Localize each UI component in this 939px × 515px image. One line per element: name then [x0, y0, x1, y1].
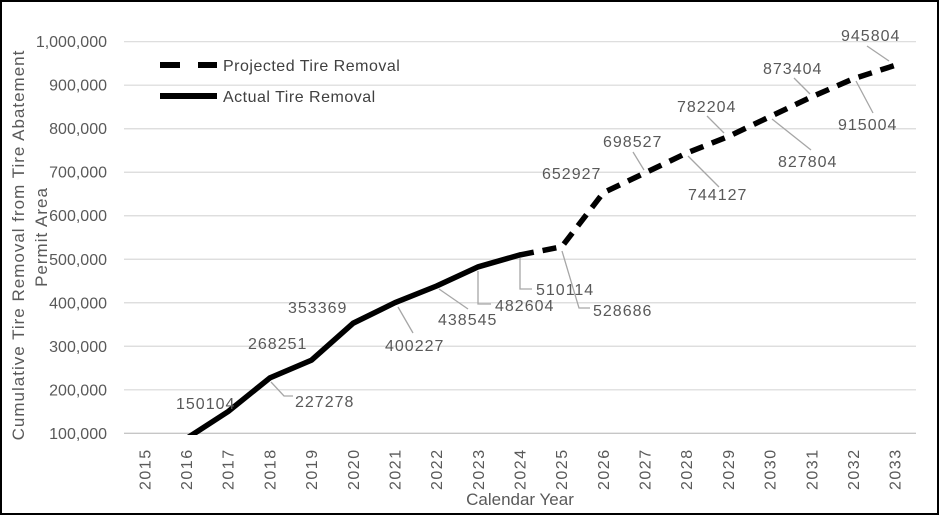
data-label: 945804 [841, 28, 900, 45]
label-leader-line [706, 115, 725, 134]
label-leader-line [855, 80, 874, 114]
data-label: 827804 [778, 154, 837, 171]
projected-line [519, 62, 897, 258]
x-tick-label: 2029 [721, 448, 738, 490]
label-leader-line [866, 45, 890, 62]
legend-label-projected: Projected Tire Removal [223, 58, 400, 75]
y-tick-label: 300,000 [49, 339, 107, 356]
data-label: 227278 [295, 394, 354, 411]
x-tick-label: 2019 [304, 448, 321, 490]
y-axis-title-line1: Cumulative Tire Removal from Tire Abatem… [9, 50, 28, 441]
x-tick-label: 2022 [429, 448, 446, 490]
data-label: 744127 [688, 187, 747, 204]
x-tick-label: 2020 [346, 448, 363, 490]
x-tick-label: 2018 [262, 448, 279, 490]
data-label-callouts: 150104 227278 268251 353369 400227 4385454826… [176, 28, 900, 413]
data-label: 915004 [838, 117, 897, 134]
data-label: 482604 [495, 298, 554, 315]
x-tick-label: 2030 [763, 448, 780, 490]
y-tick-label: 200,000 [49, 382, 107, 399]
x-tick-label: 2031 [804, 448, 821, 490]
legend: Projected Tire Removal Actual Tire Remov… [160, 58, 400, 106]
x-tick-label: 2021 [387, 448, 404, 490]
x-tick-label: 2024 [513, 448, 530, 490]
label-leader-line [397, 306, 414, 334]
legend-label-actual: Actual Tire Removal [223, 89, 376, 106]
data-label: 150104 [176, 396, 235, 413]
y-axis-title-line2: Permit Area [32, 187, 51, 287]
data-label: 698527 [603, 134, 662, 151]
label-leader-line [438, 288, 469, 310]
x-tick-label: 2016 [179, 448, 196, 490]
label-leader-line [477, 271, 491, 305]
actual-line [186, 252, 523, 435]
data-label: 782204 [677, 99, 736, 116]
x-tick-label: 2025 [554, 448, 571, 490]
data-label: 353369 [288, 300, 347, 317]
y-axis-tick-labels: 100,000 200,000 300,000 400,000 500,000 600,0… [36, 34, 107, 443]
y-tick-label: 500,000 [49, 252, 107, 269]
x-tick-label: 2023 [471, 448, 488, 490]
x-tick-label: 2017 [221, 448, 238, 490]
x-tick-label: 2015 [137, 448, 154, 490]
label-leader-line [793, 77, 811, 95]
label-leader-line [561, 250, 590, 309]
data-label: 268251 [248, 336, 307, 353]
x-tick-label: 2027 [638, 448, 655, 490]
y-tick-label: 100,000 [49, 426, 107, 443]
x-tick-label: 2033 [888, 448, 905, 490]
x-tick-label: 2026 [596, 448, 613, 490]
y-tick-label: 600,000 [49, 208, 107, 225]
data-label: 510114 [536, 282, 594, 299]
label-leader-line [270, 381, 293, 397]
y-tick-label: 400,000 [49, 295, 107, 312]
y-tick-label: 900,000 [49, 78, 107, 95]
x-axis-tick-labels: 2015 2016 2017 2018 2019 2020 2021 2022 2023 2024… [137, 448, 904, 490]
label-leader-line [632, 151, 645, 171]
label-leader-line [771, 118, 812, 151]
data-label: 438545 [438, 312, 497, 329]
data-label: 400227 [385, 338, 444, 355]
x-tick-label: 2028 [679, 448, 696, 490]
data-label: 873404 [763, 61, 822, 78]
y-tick-label: 700,000 [49, 165, 107, 182]
data-label: 528686 [593, 303, 652, 320]
data-label: 652927 [542, 166, 601, 183]
x-axis-title: Calendar Year [466, 490, 574, 509]
label-leader-line [687, 155, 720, 188]
y-tick-label: 1,000,000 [36, 34, 107, 51]
label-leader-line [519, 258, 532, 290]
y-tick-label: 800,000 [49, 121, 107, 138]
x-tick-label: 2032 [846, 448, 863, 490]
series-lines [186, 62, 897, 435]
